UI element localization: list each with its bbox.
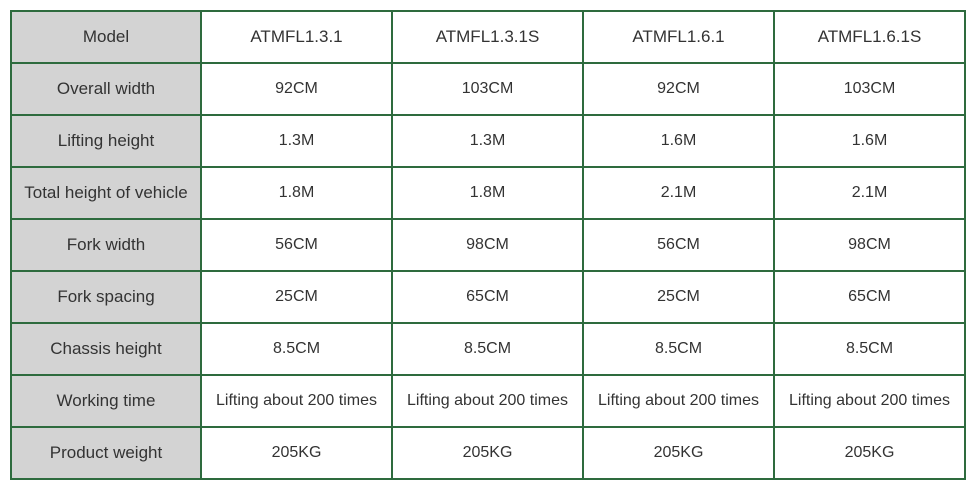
value-cell: 8.5CM	[200, 322, 393, 376]
value-cell: 103CM	[391, 62, 584, 116]
row-label-cell: Fork spacing	[10, 270, 202, 324]
value-cell: 98CM	[773, 218, 966, 272]
value-cell: 25CM	[582, 270, 775, 324]
value-cell: 1.3M	[200, 114, 393, 168]
value-cell: 92CM	[200, 62, 393, 116]
value-cell: 25CM	[200, 270, 393, 324]
value-cell: 205KG	[391, 426, 584, 480]
value-cell: 8.5CM	[773, 322, 966, 376]
row-label-cell: Overall width	[10, 62, 202, 116]
value-cell: 98CM	[391, 218, 584, 272]
value-cell: 205KG	[773, 426, 966, 480]
header-label-cell: Model	[10, 10, 202, 64]
value-cell: 2.1M	[582, 166, 775, 220]
row-label-cell: Working time	[10, 374, 202, 428]
table-row: Fork width 56CM 98CM 56CM 98CM	[10, 218, 966, 272]
value-cell: 92CM	[582, 62, 775, 116]
table-row: Total height of vehicle 1.8M 1.8M 2.1M 2…	[10, 166, 966, 220]
model-name-cell: ATMFL1.3.1S	[391, 10, 584, 64]
row-label-cell: Fork width	[10, 218, 202, 272]
value-cell: 1.8M	[391, 166, 584, 220]
model-name-cell: ATMFL1.6.1	[582, 10, 775, 64]
value-cell: 56CM	[582, 218, 775, 272]
value-cell: 2.1M	[773, 166, 966, 220]
value-cell: 8.5CM	[582, 322, 775, 376]
table-row: Product weight 205KG 205KG 205KG 205KG	[10, 426, 966, 480]
value-cell: 65CM	[773, 270, 966, 324]
row-label-cell: Lifting height	[10, 114, 202, 168]
table-row: Working time Lifting about 200 times Lif…	[10, 374, 966, 428]
value-cell: Lifting about 200 times	[582, 374, 775, 428]
value-cell: Lifting about 200 times	[773, 374, 966, 428]
value-cell: 103CM	[773, 62, 966, 116]
value-cell: Lifting about 200 times	[391, 374, 584, 428]
value-cell: 205KG	[200, 426, 393, 480]
table-row: Overall width 92CM 103CM 92CM 103CM	[10, 62, 966, 116]
value-cell: 1.6M	[582, 114, 775, 168]
table-row: Fork spacing 25CM 65CM 25CM 65CM	[10, 270, 966, 324]
row-label-cell: Total height of vehicle	[10, 166, 202, 220]
value-cell: 1.8M	[200, 166, 393, 220]
value-cell: 8.5CM	[391, 322, 584, 376]
value-cell: 205KG	[582, 426, 775, 480]
table-row: Lifting height 1.3M 1.3M 1.6M 1.6M	[10, 114, 966, 168]
value-cell: 1.6M	[773, 114, 966, 168]
model-name-cell: ATMFL1.3.1	[200, 10, 393, 64]
table-row: Chassis height 8.5CM 8.5CM 8.5CM 8.5CM	[10, 322, 966, 376]
table-header-row: Model ATMFL1.3.1 ATMFL1.3.1S ATMFL1.6.1 …	[10, 10, 966, 64]
value-cell: Lifting about 200 times	[200, 374, 393, 428]
row-label-cell: Product weight	[10, 426, 202, 480]
model-name-cell: ATMFL1.6.1S	[773, 10, 966, 64]
value-cell: 56CM	[200, 218, 393, 272]
row-label-cell: Chassis height	[10, 322, 202, 376]
spec-table: Model ATMFL1.3.1 ATMFL1.3.1S ATMFL1.6.1 …	[10, 10, 966, 480]
value-cell: 1.3M	[391, 114, 584, 168]
value-cell: 65CM	[391, 270, 584, 324]
